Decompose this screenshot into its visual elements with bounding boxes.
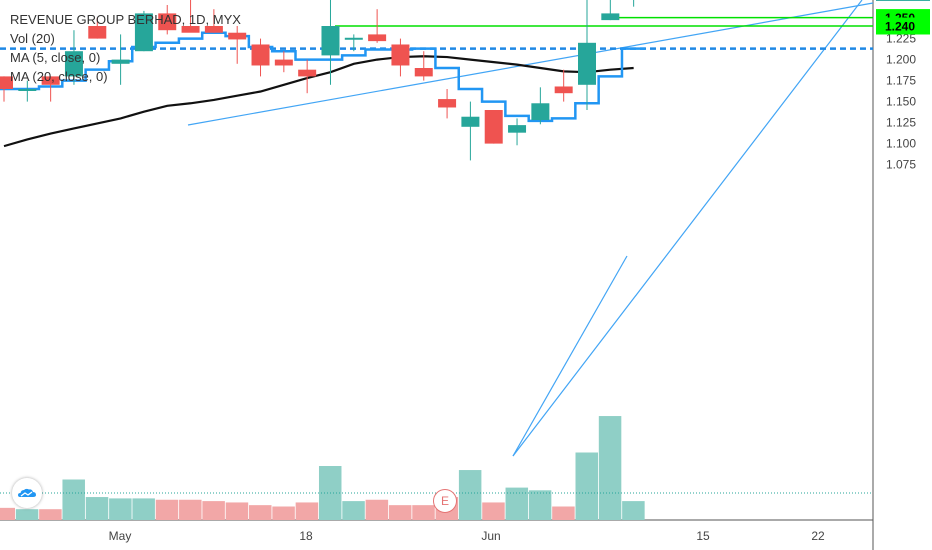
- time-tick-label: 18: [299, 529, 313, 543]
- candle-body: [578, 42, 596, 85]
- candle-body: [274, 59, 293, 66]
- candle-body: [344, 37, 363, 40]
- price-tag-bg: [876, 17, 930, 35]
- volume-bar: [179, 499, 202, 520]
- candle-body: [508, 125, 527, 133]
- price-tick-label: 1.200: [886, 53, 916, 67]
- volume-bar: [505, 487, 529, 520]
- candle-body: [461, 116, 480, 127]
- volume-bar: [575, 452, 598, 520]
- volume-bar: [482, 502, 505, 520]
- candle-body: [601, 13, 620, 21]
- ascending-trendline-left: [512, 255, 628, 457]
- upper-trendline: [187, 2, 874, 126]
- volume-bar: [62, 479, 85, 520]
- volume-bar: [365, 499, 389, 520]
- price-tick-label: 1.225: [886, 32, 916, 46]
- volume-bar: [39, 509, 62, 520]
- candle-body: [134, 13, 153, 52]
- earnings-badge[interactable]: E: [433, 489, 457, 513]
- candle-body: [158, 13, 177, 31]
- candles: [0, 0, 635, 161]
- time-tick-label: 15: [696, 529, 710, 543]
- price-tick-label: 1.100: [886, 137, 916, 151]
- volume-bar: [202, 501, 225, 520]
- volume-bar: [528, 490, 552, 520]
- volume-bar: [622, 501, 645, 520]
- volume-bar: [388, 505, 412, 520]
- volume-bar: [295, 502, 319, 520]
- candle-body: [251, 44, 270, 66]
- time-tick-label: May: [109, 529, 132, 543]
- candle-body: [554, 86, 573, 94]
- ma5-step-line: [0, 31, 646, 123]
- candle-body: [111, 59, 130, 64]
- candle-body: [228, 32, 247, 40]
- price-tag-label: 1.240: [885, 20, 915, 34]
- volume-bar: [15, 509, 39, 520]
- price-tags: 1.3151.3101.2801.2501.240: [876, 0, 930, 35]
- volume-bar: [342, 501, 365, 520]
- volume-bar: [412, 505, 435, 520]
- candle-body: [18, 89, 37, 91]
- volume-bar: [249, 505, 272, 520]
- candle-body: [484, 110, 503, 144]
- time-tick-label: 22: [811, 529, 825, 543]
- candle-body: [414, 68, 433, 77]
- candle-body: [88, 26, 107, 39]
- candle-body: [438, 99, 457, 108]
- candle-body: [368, 34, 387, 42]
- price-tick-label: 1.175: [886, 74, 916, 88]
- candle-body: [391, 44, 410, 66]
- level-lines: [0, 16, 873, 50]
- price-tick-label: 1.150: [886, 95, 916, 109]
- volume-bars: [0, 416, 645, 520]
- candle-body: [204, 26, 223, 33]
- price-tick-label: 1.275: [886, 0, 916, 4]
- candle-body: [181, 26, 200, 33]
- candle-body: [531, 103, 550, 121]
- time-axis-labels: May 18 Jun 15 22: [109, 529, 825, 543]
- volume-bar: [109, 498, 132, 520]
- volume-bar: [155, 499, 179, 520]
- volume-bar: [272, 506, 295, 520]
- time-tick-label: Jun: [481, 529, 500, 543]
- tradingview-cloud-icon[interactable]: [12, 478, 42, 508]
- price-tag-bg: [876, 0, 930, 1]
- ma20-line: [3, 55, 634, 148]
- trend-lines: [187, 0, 874, 457]
- volume-bar: [0, 507, 15, 520]
- volume-bar: [598, 416, 622, 520]
- candle-body: [321, 26, 340, 56]
- volume-bar: [458, 470, 482, 520]
- candle-body: [41, 76, 60, 85]
- ascending-trendline-right: [512, 0, 863, 457]
- volume-bar: [225, 502, 249, 520]
- volume-bar: [552, 506, 575, 520]
- candle-body: [64, 51, 83, 77]
- candle-body: [0, 76, 13, 89]
- volume-bar: [132, 498, 155, 520]
- volume-bar: [85, 497, 109, 520]
- price-tick-label: 1.125: [886, 116, 916, 130]
- candle-body: [298, 69, 317, 77]
- price-tick-label: 1.075: [886, 158, 916, 172]
